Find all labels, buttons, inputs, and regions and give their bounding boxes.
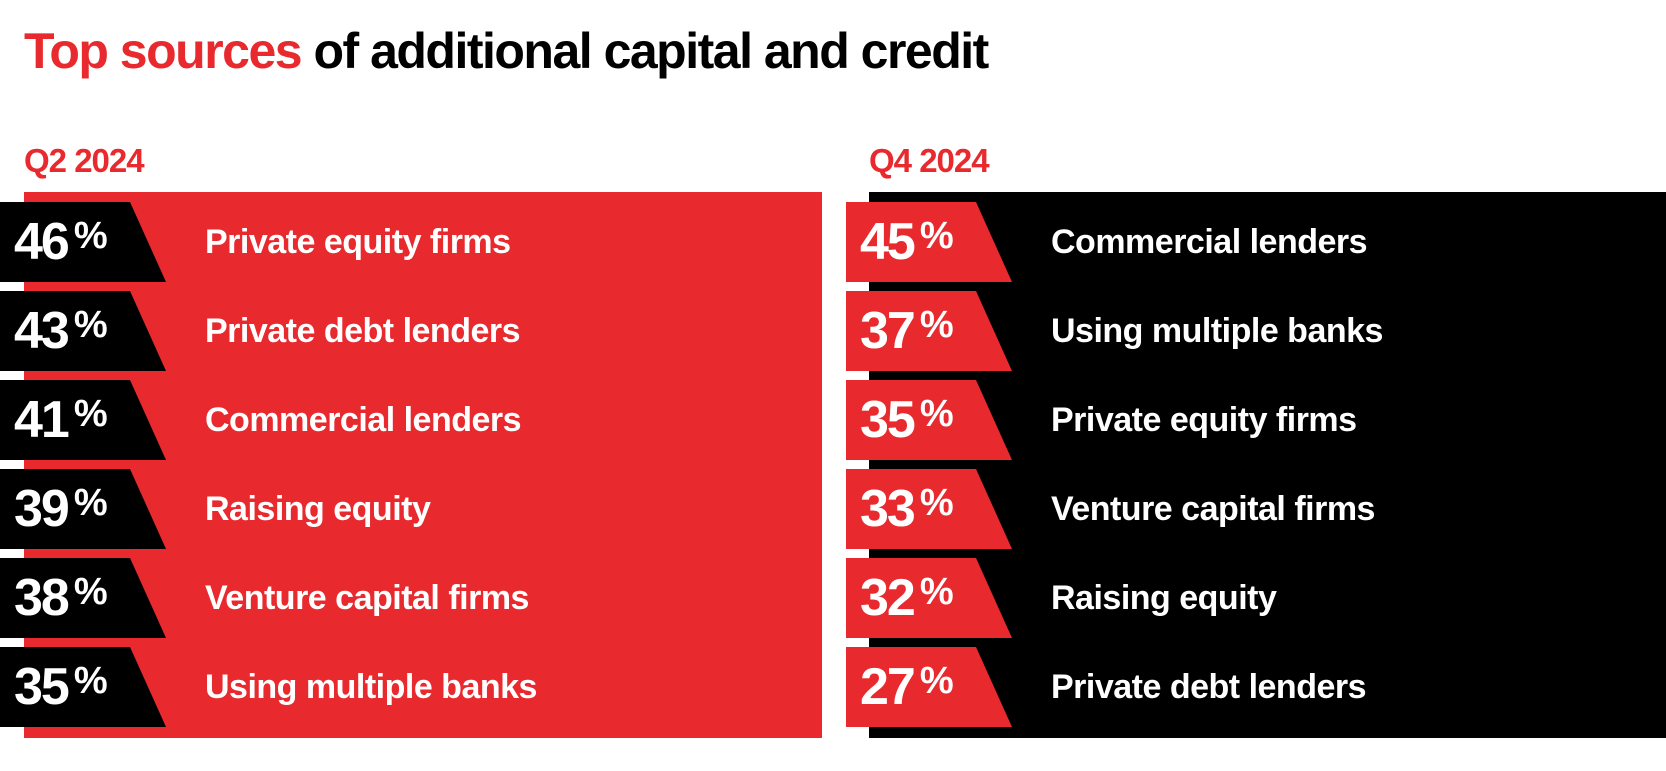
category-label: Raising equity (1051, 579, 1277, 617)
table-row: 37% Using multiple banks (846, 291, 1666, 371)
table-row: 39% Raising equity (0, 469, 820, 549)
value-label: 33% (860, 483, 954, 548)
panel-label-q2: Q2 2024 (24, 142, 145, 179)
value-label: 32% (860, 572, 954, 637)
value-number: 39 (14, 480, 70, 538)
table-row: 27% Private debt lenders (846, 647, 1666, 727)
value-unit: % (73, 393, 108, 435)
table-row: 41% Commercial lenders (0, 380, 820, 460)
chart-title: Top sources of additional capital and cr… (24, 22, 989, 80)
value-unit: % (73, 304, 108, 346)
value-tab: 35% (846, 380, 1012, 460)
value-tab: 45% (846, 202, 1012, 282)
value-unit: % (73, 482, 108, 524)
table-row: 35% Private equity firms (846, 380, 1666, 460)
value-number: 37 (860, 302, 916, 360)
value-number: 38 (14, 569, 70, 627)
value-number: 33 (860, 480, 916, 538)
table-row: 46% Private equity firms (0, 202, 820, 282)
value-tab: 35% (0, 647, 166, 727)
category-label: Using multiple banks (1051, 312, 1383, 350)
value-number: 27 (860, 658, 916, 716)
category-label: Commercial lenders (1051, 223, 1368, 261)
value-label: 39% (14, 483, 108, 548)
value-number: 35 (860, 391, 916, 449)
value-number: 35 (14, 658, 70, 716)
value-number: 45 (860, 213, 916, 271)
category-label: Raising equity (205, 490, 431, 528)
category-label: Private equity firms (205, 223, 511, 261)
value-unit: % (919, 215, 954, 257)
value-number: 41 (14, 391, 70, 449)
value-unit: % (919, 393, 954, 435)
value-label: 37% (860, 305, 954, 370)
value-tab: 33% (846, 469, 1012, 549)
value-tab: 46% (0, 202, 166, 282)
value-number: 46 (14, 213, 70, 271)
value-label: 45% (860, 216, 954, 281)
value-tab: 41% (0, 380, 166, 460)
category-label: Using multiple banks (205, 668, 537, 706)
value-unit: % (919, 482, 954, 524)
value-unit: % (919, 571, 954, 613)
panel-q2-background (24, 192, 822, 738)
value-label: 27% (860, 661, 954, 726)
category-label: Private debt lenders (1051, 668, 1367, 706)
category-label: Private debt lenders (205, 312, 521, 350)
category-label: Venture capital firms (1051, 490, 1375, 528)
value-unit: % (919, 304, 954, 346)
chart-title-rest: of additional capital and credit (301, 23, 989, 79)
category-label: Private equity firms (1051, 401, 1357, 439)
value-number: 32 (860, 569, 916, 627)
table-row: 38% Venture capital firms (0, 558, 820, 638)
value-label: 35% (14, 661, 108, 726)
value-tab: 39% (0, 469, 166, 549)
value-tab: 37% (846, 291, 1012, 371)
table-row: 45% Commercial lenders (846, 202, 1666, 282)
value-unit: % (919, 660, 954, 702)
value-label: 43% (14, 305, 108, 370)
table-row: 35% Using multiple banks (0, 647, 820, 727)
value-label: 46% (14, 216, 108, 281)
category-label: Commercial lenders (205, 401, 522, 439)
value-tab: 43% (0, 291, 166, 371)
value-tab: 27% (846, 647, 1012, 727)
value-unit: % (73, 660, 108, 702)
value-unit: % (73, 571, 108, 613)
chart-title-accent: Top sources (24, 23, 303, 79)
value-label: 41% (14, 394, 108, 459)
value-unit: % (73, 215, 108, 257)
category-label: Venture capital firms (205, 579, 529, 617)
table-row: 33% Venture capital firms (846, 469, 1666, 549)
panel-label-q4: Q4 2024 (869, 142, 990, 179)
value-label: 38% (14, 572, 108, 637)
value-label: 35% (860, 394, 954, 459)
value-number: 43 (14, 302, 70, 360)
value-tab: 32% (846, 558, 1012, 638)
table-row: 43% Private debt lenders (0, 291, 820, 371)
table-row: 32% Raising equity (846, 558, 1666, 638)
panel-q4-background (869, 192, 1666, 738)
value-tab: 38% (0, 558, 166, 638)
